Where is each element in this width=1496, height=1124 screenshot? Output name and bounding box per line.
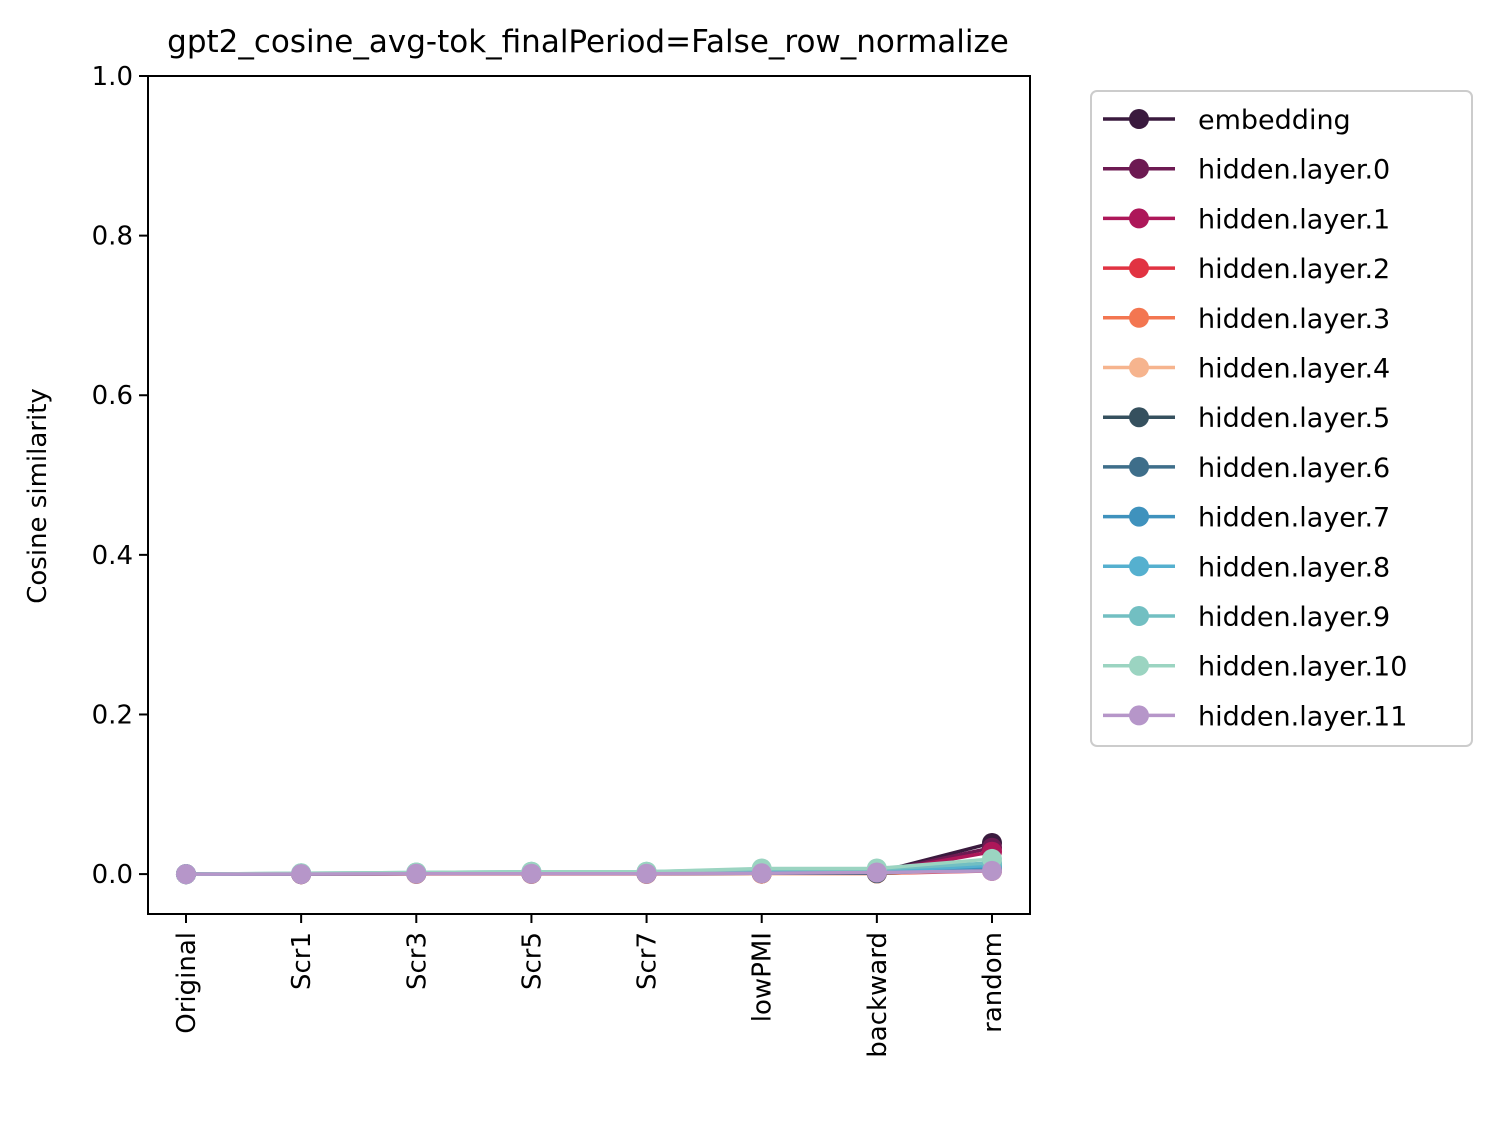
legend-marker [1129,705,1149,726]
legend-marker [1129,655,1149,676]
legend-marker [1129,506,1149,527]
legend-marker [1129,307,1149,328]
legend-label: hidden.layer.0 [1198,155,1390,186]
data-point [636,863,657,884]
legend-label: hidden.layer.1 [1198,204,1390,235]
legend-label: hidden.layer.6 [1198,453,1390,484]
data-point [521,863,542,884]
x-tick-label: Scr5 [517,932,547,990]
legend-label: embedding [1198,105,1351,136]
legend-label: hidden.layer.11 [1198,701,1407,732]
legend: embedding hidden.layer.0 hidden.layer.1 hid… [1090,90,1473,747]
data-point [982,860,1002,881]
legend-label: hidden.layer.3 [1198,304,1390,335]
legend-marker [1129,158,1149,179]
plot-lines [176,832,1002,885]
x-tick-label: backward [863,932,893,1058]
x-tick-label: random [978,932,1008,1033]
data-point [176,864,196,885]
x-tick-label: Original [172,932,202,1034]
data-point [866,862,887,883]
y-axis-label: Cosine similarity [23,388,53,604]
legend-marker [1129,407,1149,428]
x-tick-label: Scr3 [402,932,432,990]
legend-label: hidden.layer.7 [1198,503,1390,534]
x-tick-label: Scr7 [633,932,663,990]
x-tick-label: lowPMI [748,932,778,1022]
y-axis-ticks: 0.0 0.2 0.4 0.6 0.8 1.0 [92,62,148,890]
legend-marker [1129,357,1149,378]
legend-label: hidden.layer.2 [1198,254,1390,285]
chart-title: gpt2_cosine_avg-tok_finalPeriod=False_ro… [167,24,1009,60]
data-point [406,863,427,884]
legend-marker [1129,556,1149,577]
legend-label: hidden.layer.8 [1198,552,1390,583]
series-line [186,869,993,876]
legend-marker [1129,606,1149,626]
x-tick-label: Scr1 [287,932,317,990]
legend-marker [1129,109,1149,129]
legend-label: hidden.layer.5 [1198,403,1390,434]
y-tick-label: 0.0 [92,860,133,890]
x-axis-ticks: Original Scr1 Scr3 Scr5 Scr7 lowPMI backward ra… [172,914,1008,1058]
legend-label: hidden.layer.4 [1198,354,1390,385]
legend-marker [1129,208,1149,229]
legend-marker [1129,258,1149,279]
data-point [291,864,312,885]
y-tick-label: 1.0 [92,62,133,92]
data-point [751,863,772,884]
legend-label: hidden.layer.10 [1198,652,1407,683]
y-tick-label: 0.8 [92,222,133,252]
y-tick-label: 0.2 [92,700,133,730]
legend-label: hidden.layer.9 [1198,602,1390,633]
legend-frame [1090,90,1473,747]
y-tick-label: 0.4 [92,541,133,571]
legend-marker [1129,456,1149,477]
y-tick-label: 0.6 [92,381,133,411]
plot-frame [147,75,1031,915]
